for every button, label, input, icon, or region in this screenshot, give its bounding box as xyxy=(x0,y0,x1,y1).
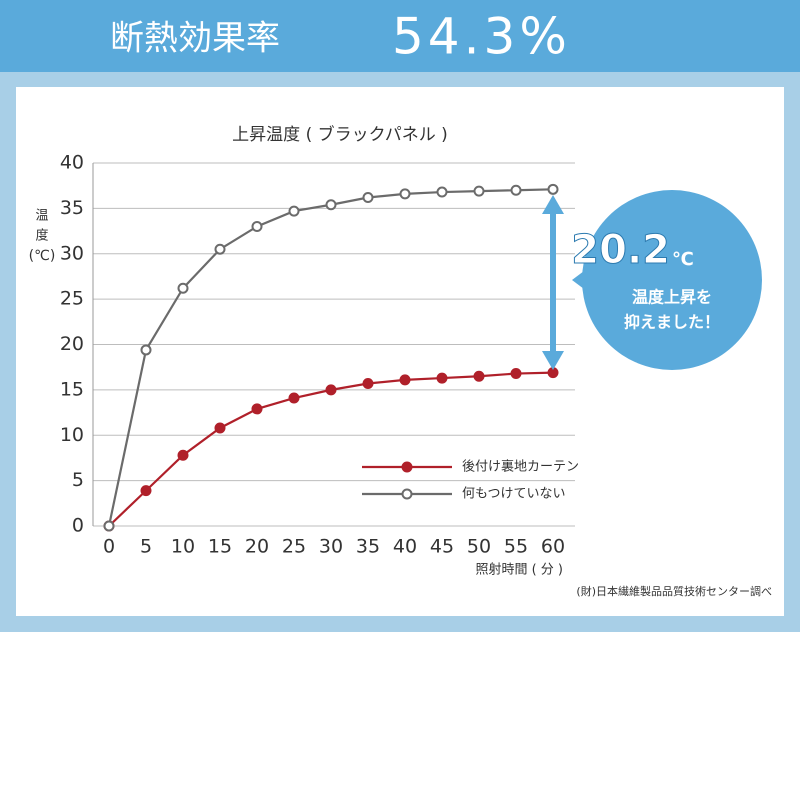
point xyxy=(325,384,337,396)
x-axis-label: 照射時間 ( 分 ) xyxy=(475,562,563,578)
source: (財)日本繊維製品品質技術センター調べ xyxy=(576,584,772,598)
point xyxy=(288,392,300,404)
banner-label: 断熱効果率 xyxy=(110,19,280,59)
callout: 20.2 ℃ 温度上昇を 抑えました！ xyxy=(571,190,762,370)
point xyxy=(510,184,522,196)
y-tick-label: 5 xyxy=(72,469,84,491)
point xyxy=(510,368,522,380)
y-tick-label: 35 xyxy=(60,197,84,219)
x-tick-label: 20 xyxy=(245,536,269,558)
x-tick-label: 5 xyxy=(140,536,152,558)
callout-line: 抑えました！ xyxy=(624,313,720,332)
legend-label: 何もつけていない xyxy=(462,486,565,502)
point xyxy=(177,282,189,294)
point xyxy=(140,485,152,497)
point xyxy=(251,221,263,233)
point xyxy=(399,374,411,386)
y-tick-label: 10 xyxy=(60,424,84,446)
y-tick-label: 20 xyxy=(60,333,84,355)
y-axis-label: 温 xyxy=(35,209,48,224)
point xyxy=(288,205,300,217)
x-tick-label: 35 xyxy=(356,536,380,558)
x-tick-label: 25 xyxy=(282,536,306,558)
x-tick-label: 0 xyxy=(103,536,115,558)
chart-title: 上昇温度 ( ブラックパネル ) xyxy=(232,124,448,145)
y-axis-label: (℃) xyxy=(29,248,56,264)
x-tick-label: 30 xyxy=(319,536,343,558)
point xyxy=(103,520,115,532)
x-tick-label: 55 xyxy=(504,536,528,558)
callout-line: 温度上昇を xyxy=(631,288,712,307)
callout-value: 20.2 xyxy=(571,227,670,273)
callout-unit: ℃ xyxy=(672,249,694,270)
y-tick-label: 15 xyxy=(60,378,84,400)
point xyxy=(362,378,374,390)
point xyxy=(473,370,485,382)
legend-marker xyxy=(401,488,413,500)
y-tick-label: 25 xyxy=(60,288,84,310)
legend-marker xyxy=(401,461,413,473)
y-tick-label: 0 xyxy=(72,515,84,537)
banner-value: 54.3% xyxy=(392,8,571,66)
point xyxy=(436,186,448,198)
y-axis-label: 度 xyxy=(35,228,48,244)
x-tick-label: 60 xyxy=(541,536,565,558)
x-tick-label: 40 xyxy=(393,536,417,558)
x-tick-label: 10 xyxy=(171,536,195,558)
range-arrow xyxy=(542,195,564,370)
point xyxy=(362,191,374,203)
x-tick-label: 50 xyxy=(467,536,491,558)
point xyxy=(436,372,448,384)
y-tick-label: 30 xyxy=(60,242,84,264)
point xyxy=(399,188,411,200)
point xyxy=(325,199,337,211)
point xyxy=(214,243,226,255)
y-tick-label: 40 xyxy=(60,152,84,174)
x-tick-label: 15 xyxy=(208,536,232,558)
plot: 温度 (℃) 0 5 10 15 20 25 30 35 40 0 5 10 15 20 25 30 35 40 45 5… xyxy=(29,152,579,558)
x-tick-label: 45 xyxy=(430,536,454,558)
banner xyxy=(0,0,800,72)
point xyxy=(214,422,226,434)
point xyxy=(177,449,189,461)
legend-label: 後付け裏地カーテン xyxy=(462,460,579,475)
point xyxy=(547,183,559,195)
point xyxy=(473,185,485,197)
point xyxy=(251,403,263,415)
point xyxy=(140,344,152,356)
